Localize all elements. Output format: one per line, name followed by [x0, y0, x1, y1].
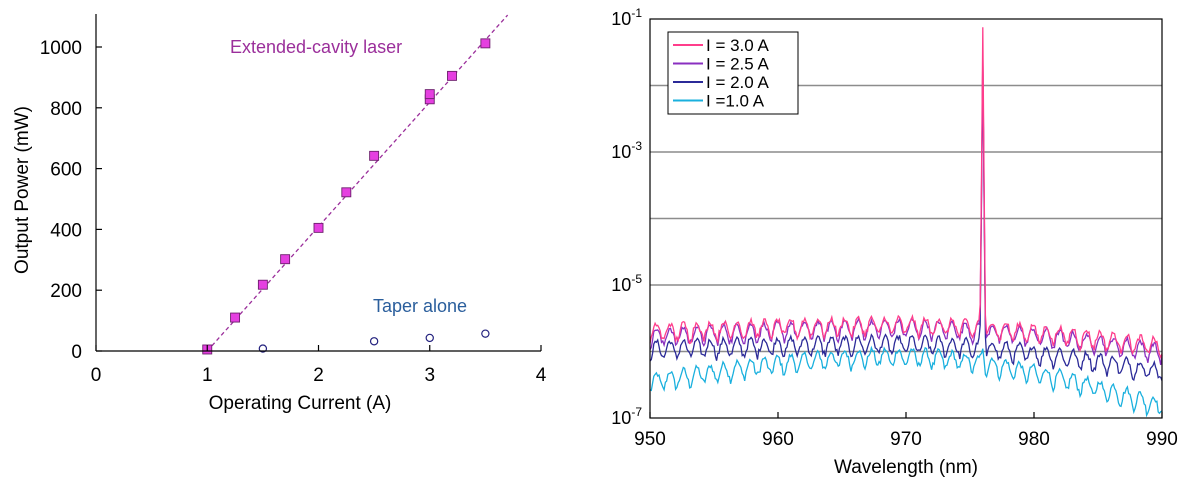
legend-entry-label: I =1.0 A	[706, 92, 765, 111]
x-tick-label: 2	[313, 365, 324, 386]
y-tick-label: 800	[50, 99, 82, 120]
y-tick-label: 0	[71, 342, 82, 363]
y-axis-label: Output Power (mW)	[12, 106, 33, 274]
x-tick-label: 970	[890, 429, 922, 450]
series-label-extended-cavity: Extended-cavity laser	[230, 37, 402, 57]
spectrum-line	[649, 58, 1163, 382]
extended-cavity-point	[480, 38, 491, 49]
y-tick-label: 600	[50, 160, 82, 181]
x-axis-label: Wavelength (nm)	[834, 457, 978, 478]
y-tick-label: 1000	[40, 38, 82, 59]
data-points-layer	[202, 38, 491, 355]
taper-alone-point	[425, 333, 434, 343]
taper-alone-point	[258, 344, 268, 353]
extended-cavity-point	[424, 89, 435, 100]
spectrum-line	[649, 345, 1163, 418]
extended-cavity-point	[280, 254, 291, 265]
x-tick-label: 0	[91, 365, 102, 386]
legend-entry-label: I = 3.0 A	[706, 36, 770, 55]
spectrum-line	[649, 27, 1163, 359]
legend-entry-label: I = 2.0 A	[706, 73, 770, 92]
fit-line-layer	[206, 14, 509, 352]
x-tick-label: 950	[634, 429, 666, 450]
taper-alone-point	[369, 337, 379, 346]
x-tick-label: 1	[202, 365, 213, 386]
y-tick-label: 10-5	[611, 272, 642, 295]
y-tick-label: 10-3	[611, 139, 642, 162]
legend-entry-label: I = 2.5 A	[706, 55, 770, 74]
y-tick-label: 10-1	[611, 6, 642, 29]
ticks-layer: 950 960 970 980 990 10-1 10-3 10-5 10-7	[611, 6, 1178, 450]
x-tick-label: 980	[1018, 429, 1050, 450]
x-tick-label: 990	[1146, 429, 1178, 450]
extended-cavity-point	[369, 150, 380, 161]
spectrum-lines-layer	[649, 27, 1163, 418]
left-chart: 0 1 2 3 4 0 200 400 600 800 1000 Operating Current…	[12, 14, 547, 414]
extended-cavity-point	[447, 70, 457, 81]
grid-layer	[650, 84, 1162, 353]
x-tick-label: 4	[536, 365, 547, 386]
right-chart: 950 960 970 980 990 10-1 10-3 10-5 10-7 Waveleng…	[611, 6, 1178, 478]
extended-cavity-point	[341, 187, 352, 198]
series-label-taper: Taper alone	[373, 296, 467, 316]
extended-cavity-point	[230, 312, 241, 323]
extended-cavity-point	[313, 222, 324, 233]
extended-cavity-point	[257, 279, 268, 290]
y-tick-label: 400	[50, 220, 82, 241]
x-tick-label: 960	[762, 429, 794, 450]
x-tick-label: 3	[424, 365, 435, 386]
y-tick-label: 200	[50, 281, 82, 302]
taper-alone-point	[481, 329, 490, 338]
x-axis-label: Operating Current (A)	[209, 393, 392, 414]
ticks-layer: 0 1 2 3 4 0 200 400 600 800 1000	[40, 38, 547, 386]
fit-line	[206, 14, 509, 352]
legend: I = 3.0 AI = 2.5 AI = 2.0 AI =1.0 A	[667, 31, 799, 115]
y-tick-label: 10-7	[611, 405, 642, 428]
